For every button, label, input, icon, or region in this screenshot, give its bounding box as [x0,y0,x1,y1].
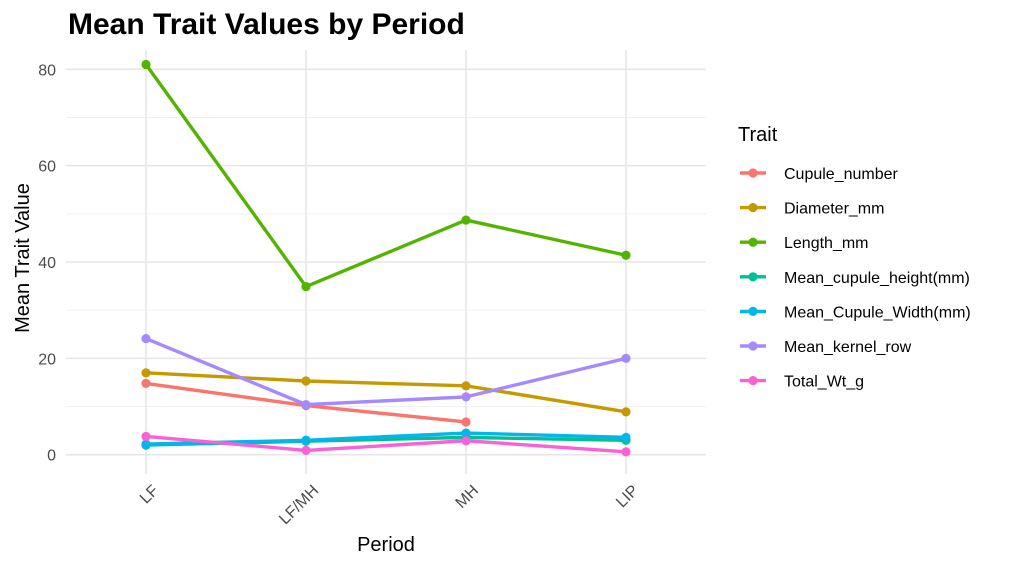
chart-title: Mean Trait Values by Period [68,8,465,41]
y-tick-label: 20 [38,351,56,368]
data-point [301,400,311,410]
legend: Trait Cupule_number Diameter_mm Length_mm M… [738,124,971,391]
data-point [621,407,631,417]
data-point [141,431,151,442]
grid [66,50,706,474]
series-lines [141,59,631,457]
x-tick-label: LF [137,482,162,507]
legend-key-point [748,306,758,316]
legend-item: Mean_kernel_row [740,339,912,356]
series-line [145,371,627,414]
legend-item: Diameter_mm [740,201,884,218]
series-line [145,434,627,454]
legend-key-point [748,376,758,386]
legend-item: Cupule_number [740,166,899,183]
legend-key-point [748,272,758,282]
x-tick-label: LIP [613,482,642,511]
data-point [141,368,151,378]
legend-item: Total_Wt_g [740,374,864,391]
legend-label: Total_Wt_g [784,374,864,391]
y-tick-label: 60 [38,159,56,176]
data-point [141,334,151,344]
y-tick-label: 40 [38,255,56,272]
data-point [621,353,631,363]
data-point [301,445,311,455]
series-line [145,337,627,407]
data-point [301,435,311,445]
data-point [461,215,471,225]
x-axis-ticks: LF LF/MH MH LIP [137,482,642,528]
legend-label: Mean_cupule_height(mm) [784,270,970,287]
legend-item: Mean_cupule_height(mm) [740,270,970,287]
legend-label: Cupule_number [784,166,899,183]
legend-key-point [748,237,758,247]
legend-title: Trait [738,124,778,146]
data-point [621,447,631,457]
data-point [461,436,471,446]
legend-label: Mean_kernel_row [784,339,912,356]
legend-item: Length_mm [740,235,869,252]
legend-item: Mean_Cupule_Width(mm) [740,304,971,321]
series-length-mm [141,59,631,292]
legend-label: Length_mm [784,235,869,252]
series-line [144,63,627,289]
data-point [461,428,471,438]
x-axis-title: Period [357,534,415,556]
y-axis-ticks: 0 20 40 60 80 [38,62,56,464]
legend-key-point [748,168,758,178]
data-point [461,392,471,402]
data-point [141,59,151,70]
series-total-wt-g [141,431,631,457]
series-diameter-mm [141,368,631,417]
data-point [621,250,631,260]
y-tick-label: 80 [38,62,56,79]
x-tick-label: MH [453,482,483,512]
legend-key-point [748,341,758,351]
legend-key-point [748,203,758,213]
data-point [461,381,471,391]
y-tick-label: 0 [47,448,56,465]
series-mean-kernel-row [141,334,631,410]
y-axis-title: Mean Trait Value [12,183,34,333]
data-point [621,432,631,442]
data-point [141,439,151,449]
data-point [141,378,151,389]
data-point [461,417,471,427]
legend-label: Mean_Cupule_Width(mm) [784,304,971,321]
data-point [301,281,311,292]
data-point [301,376,311,386]
x-tick-label: LF/MH [276,482,322,528]
legend-label: Diameter_mm [784,201,884,218]
